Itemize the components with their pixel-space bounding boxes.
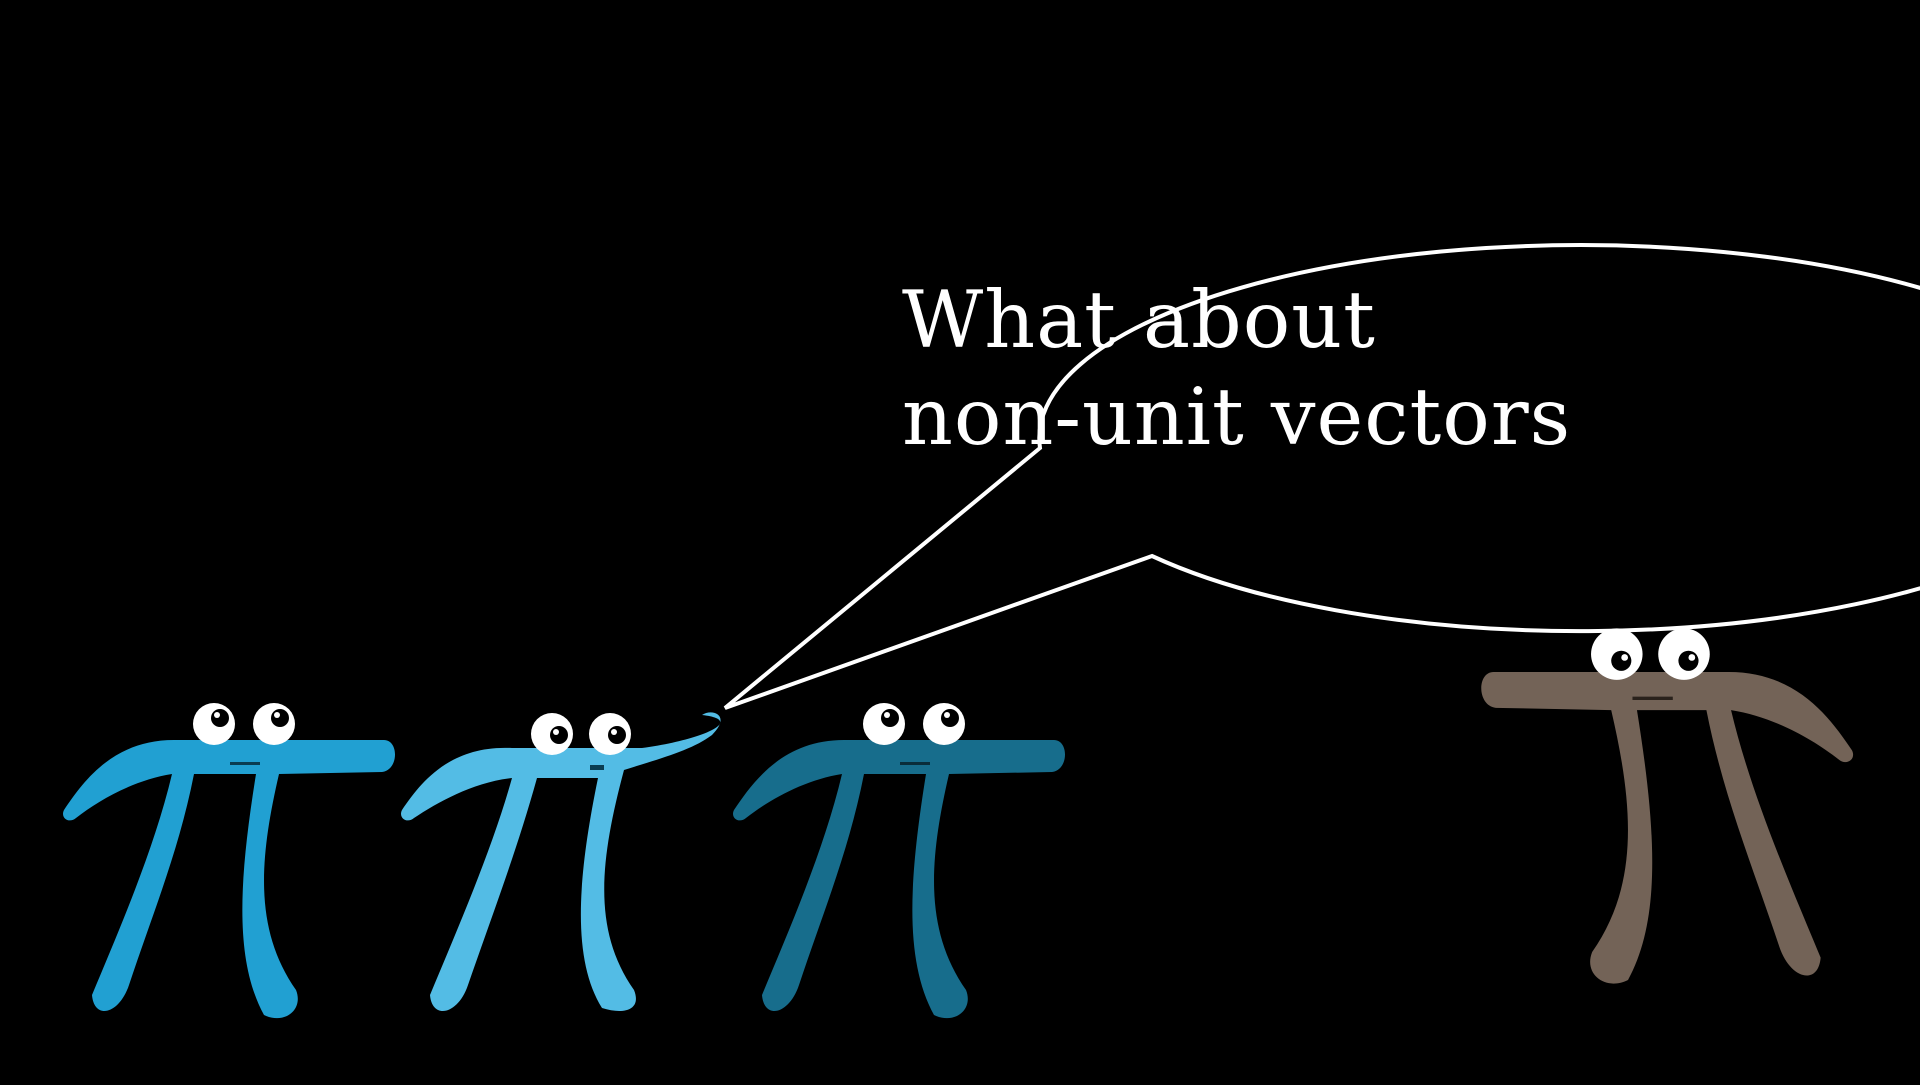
speech-line-1: What about [902, 274, 1376, 366]
eyes-icon [193, 703, 295, 745]
speech-line-2: non-unit vectors [902, 371, 1572, 463]
pi-creature-2-speaking [401, 712, 721, 1012]
pi-creature-1 [63, 703, 396, 1019]
mouth-icon [230, 762, 260, 765]
eyes-icon [531, 713, 631, 755]
mouth-icon [900, 762, 930, 765]
eyes-icon [1591, 628, 1710, 680]
pi-creature-4 [1481, 628, 1854, 984]
eyes-icon [863, 703, 965, 745]
speech-bubble [723, 243, 1920, 710]
speech-bubble-text: What about non-unit vectors [902, 272, 1602, 466]
pi-creature-3 [733, 703, 1066, 1019]
mouth-icon [590, 765, 604, 770]
mouth-icon [1632, 696, 1673, 700]
